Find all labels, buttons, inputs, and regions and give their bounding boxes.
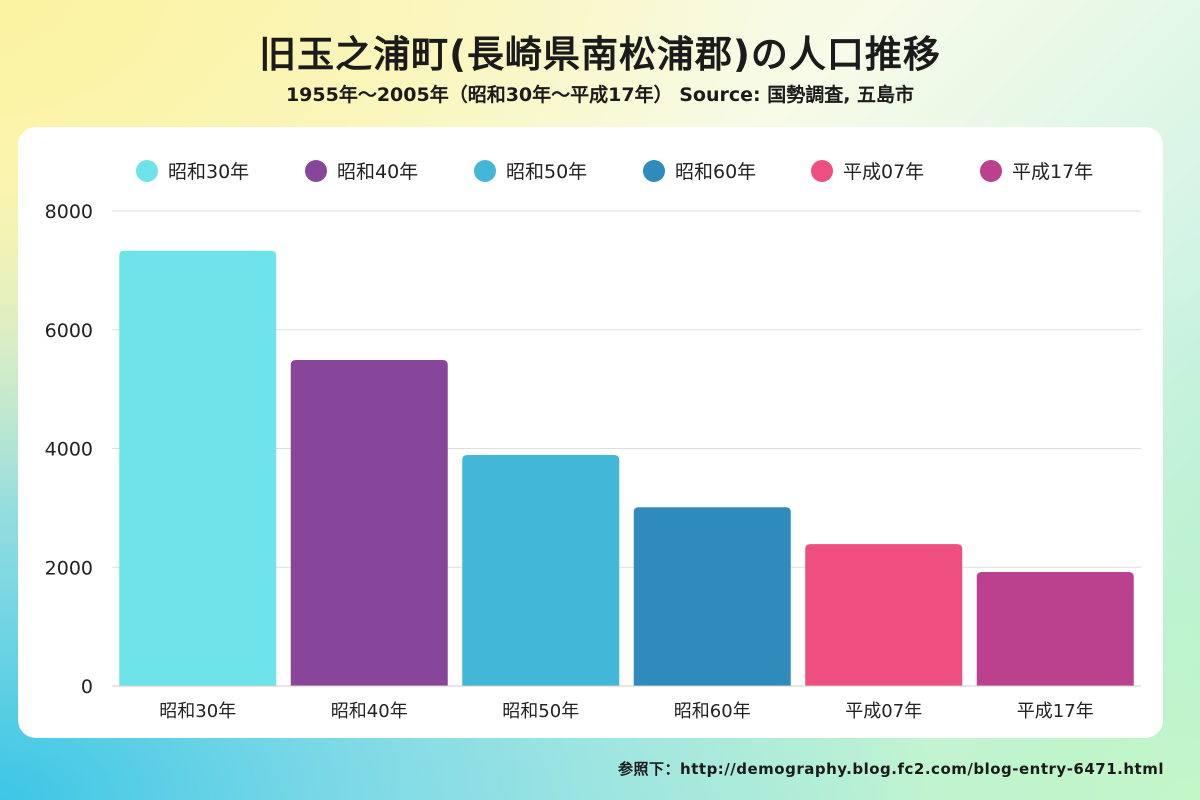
bar-1 (290, 360, 448, 686)
bar-4 (805, 544, 963, 686)
legend-marker-3 (643, 160, 665, 182)
legend-label: 平成07年 (843, 161, 924, 183)
legend-marker-1 (305, 160, 327, 182)
x-tick-label: 昭和40年 (331, 701, 408, 722)
source-footer: 参照下：http://demography.blog.fc2.com/blog-… (618, 760, 1164, 778)
bar-5 (976, 572, 1134, 686)
bar-2 (462, 455, 620, 686)
legend-marker-2 (474, 160, 496, 182)
bar-0 (119, 250, 277, 686)
y-tick-label: 6000 (45, 320, 93, 342)
bar-3 (633, 507, 791, 686)
y-tick-label: 2000 (45, 557, 93, 579)
x-tick-label: 昭和60年 (674, 701, 751, 722)
legend-marker-5 (980, 160, 1002, 182)
legend-marker-4 (811, 160, 833, 182)
legend-label: 昭和60年 (675, 161, 756, 183)
x-tick-label: 昭和30年 (159, 701, 236, 722)
legend-marker-0 (136, 160, 158, 182)
legend-label: 昭和40年 (337, 161, 418, 183)
y-tick-label: 8000 (45, 201, 93, 223)
x-tick-label: 昭和50年 (502, 701, 579, 722)
legend-label: 平成17年 (1012, 161, 1093, 183)
y-tick-label: 0 (81, 676, 93, 698)
x-tick-label: 平成17年 (1017, 701, 1094, 722)
chart-title: 旧玉之浦町(長崎県南松浦郡)の人口推移 (259, 33, 941, 76)
y-tick-label: 4000 (45, 439, 93, 461)
x-tick-label: 平成07年 (845, 701, 922, 722)
chart-subtitle: 1955年〜2005年（昭和30年〜平成17年） Source: 国勢調査, 五… (285, 84, 915, 106)
legend-label: 昭和50年 (506, 161, 587, 183)
legend-label: 昭和30年 (168, 161, 249, 183)
